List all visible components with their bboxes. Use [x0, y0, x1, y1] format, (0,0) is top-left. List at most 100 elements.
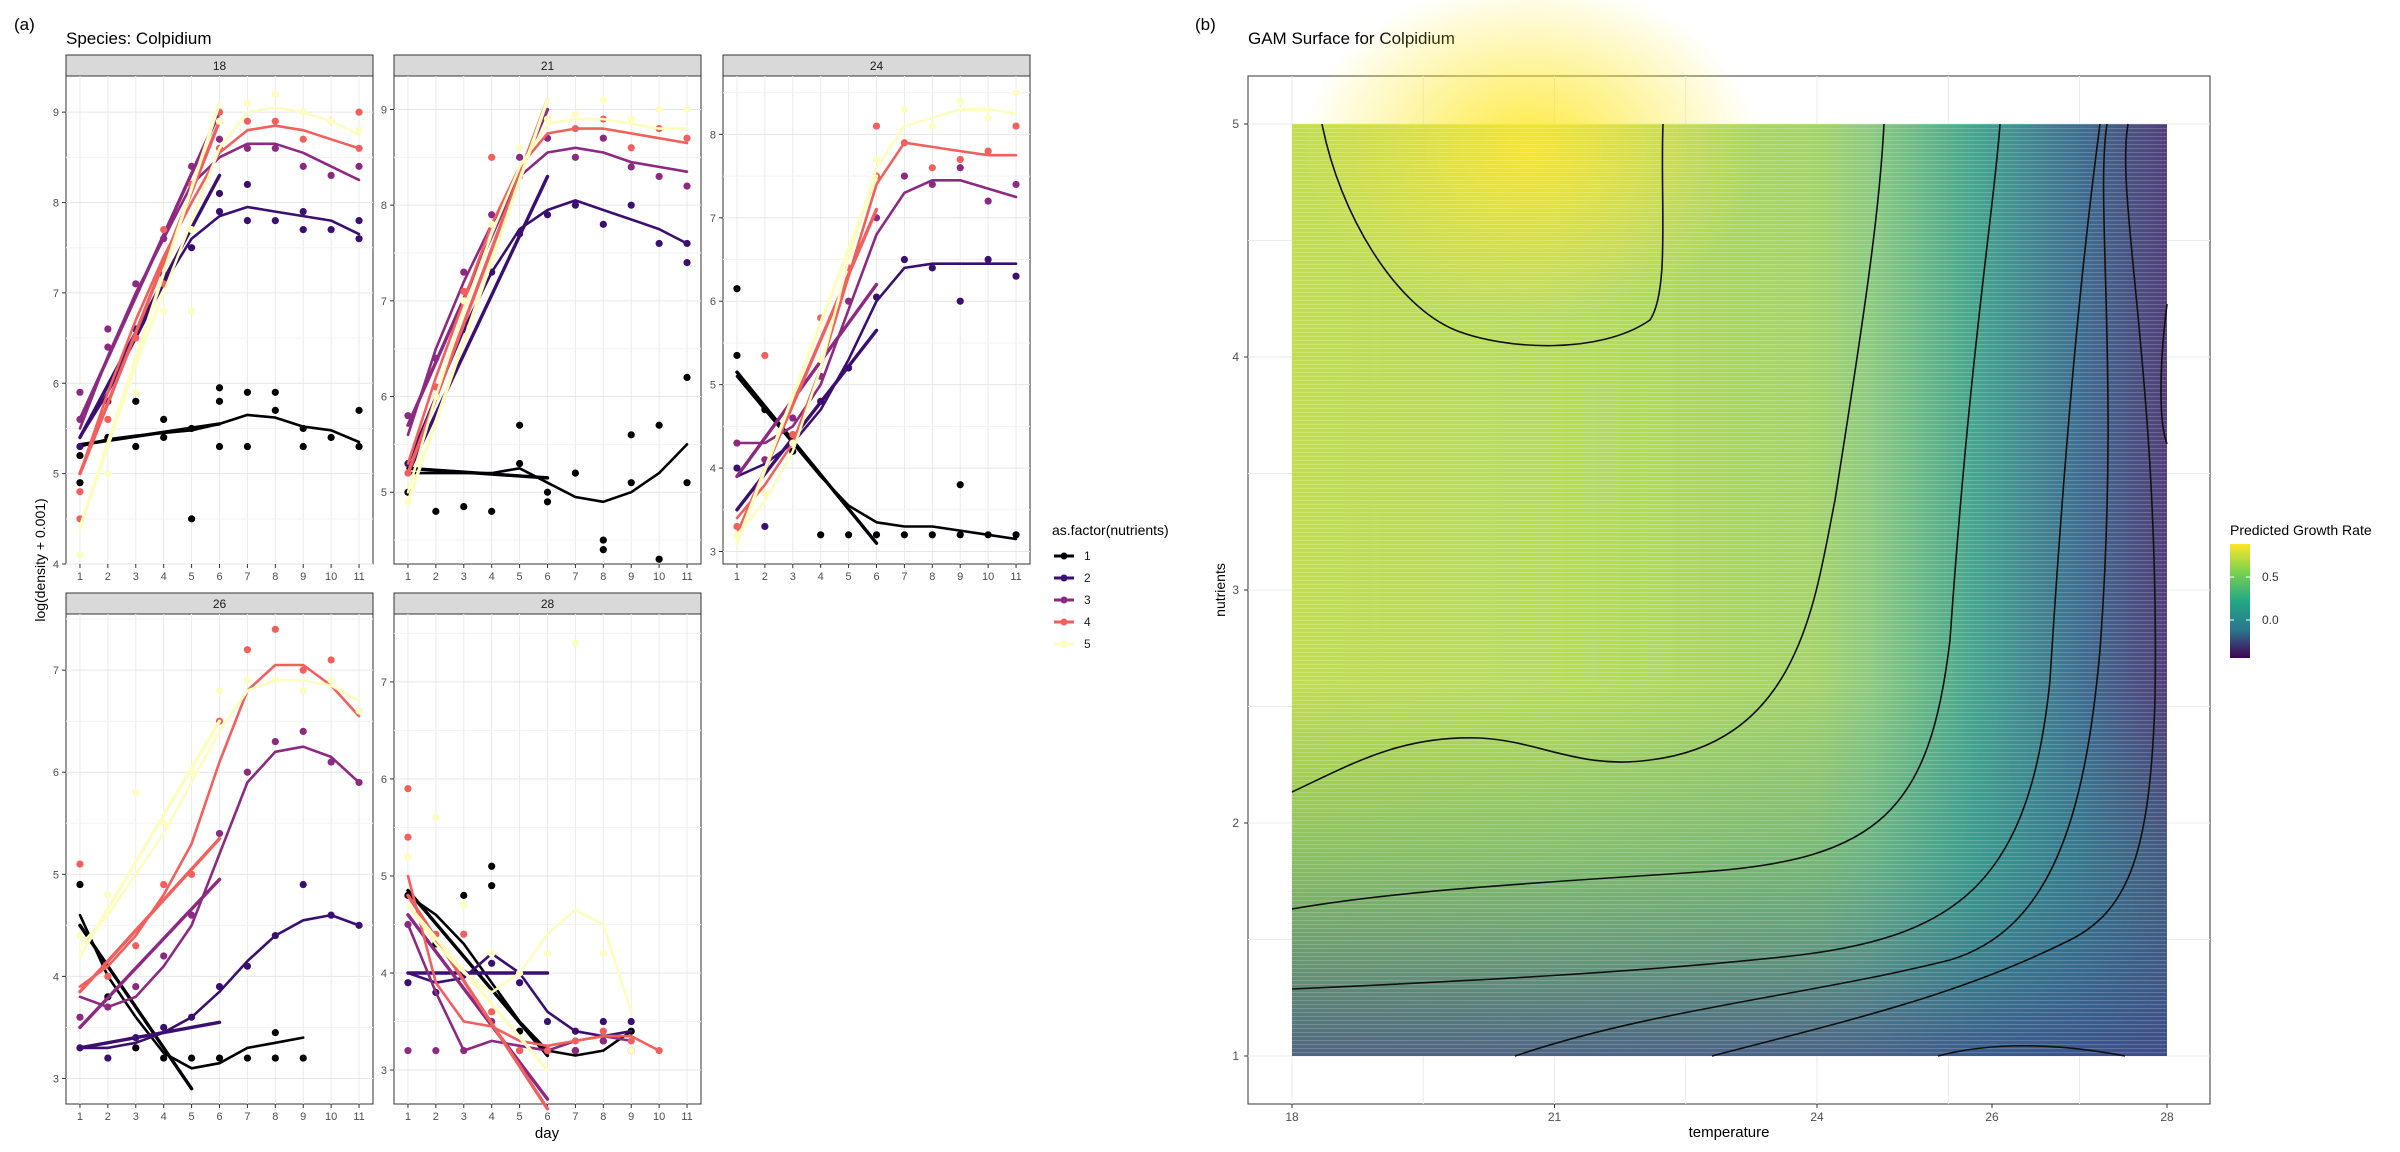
series-3 [733, 164, 1020, 479]
x-tick-label: 2 [105, 571, 111, 583]
data-point [627, 1047, 635, 1055]
data-point [900, 172, 909, 180]
data-point [327, 171, 335, 180]
data-point [683, 479, 691, 487]
data-point [599, 220, 607, 228]
data-point [355, 216, 363, 225]
y-tick-label: 5 [381, 871, 387, 883]
data-point [571, 469, 580, 477]
data-point [271, 1054, 279, 1062]
data-point [243, 442, 252, 451]
series-5 [404, 639, 635, 1072]
data-point [928, 122, 936, 130]
legend-label: 2 [1084, 571, 1091, 585]
data-point [761, 351, 769, 360]
data-point [683, 373, 691, 382]
growth-rate-legend: Predicted Growth Rate 0.5 0.0 [2230, 522, 2372, 658]
growth-legend-tick-label: 0.0 [2262, 613, 2279, 627]
y-tick-label: 5 [53, 469, 59, 481]
data-point [299, 226, 307, 234]
data-point [160, 1023, 168, 1032]
data-point [655, 172, 663, 181]
data-point [928, 531, 936, 539]
linear-fit-line [735, 174, 879, 545]
data-point [488, 882, 496, 890]
data-point [488, 153, 496, 161]
data-point [655, 421, 663, 429]
y-tick-label: 6 [710, 296, 716, 308]
y-tick-label: 7 [710, 213, 716, 225]
series-4 [76, 625, 363, 994]
y-tick-label: 4 [710, 463, 716, 475]
data-point [984, 147, 992, 155]
data-point [1012, 180, 1020, 189]
data-point [432, 814, 440, 822]
x-tick-label: 2 [105, 1111, 111, 1123]
data-point [956, 297, 964, 305]
data-point [355, 235, 363, 243]
linear-fit-line [78, 877, 222, 1030]
data-point [132, 442, 140, 451]
x-tick-label: 4 [489, 571, 495, 583]
data-point [76, 860, 84, 868]
contour-line [2160, 303, 2168, 445]
x-tick-label: 9 [628, 1111, 634, 1123]
linear-fit-line [78, 719, 222, 958]
data-point [543, 1047, 552, 1055]
data-point [76, 442, 84, 451]
y-tick-label: 6 [381, 392, 387, 404]
data-point [515, 144, 524, 152]
data-point [160, 226, 168, 234]
x-tick-label: 10 [653, 1111, 665, 1123]
series-2 [404, 174, 691, 475]
gam-y-label: nutrients [1212, 563, 1228, 617]
data-point [956, 531, 964, 539]
y-tick-label: 9 [53, 107, 59, 119]
data-point [243, 180, 252, 189]
data-point [104, 415, 112, 424]
data-point [215, 135, 224, 143]
linear-fit-line [78, 110, 222, 422]
data-point [104, 891, 112, 899]
data-point [76, 451, 84, 460]
data-point [460, 268, 468, 276]
data-point [243, 388, 252, 396]
x-tick-label: 1 [405, 571, 411, 583]
y-tick-label: 3 [381, 1065, 387, 1077]
loess-line [406, 874, 661, 1052]
data-point [543, 950, 552, 958]
data-point [355, 707, 363, 715]
series-5 [404, 96, 691, 506]
growth-legend-title: Predicted Growth Rate [2230, 522, 2372, 538]
linear-fit-line [406, 466, 550, 480]
facet-26: 26 3 4 5 6 7 1 2 3 4 5 6 7 8 9 10 11 [53, 592, 374, 1123]
contour-line [1937, 1045, 2126, 1057]
linear-fit-line [78, 422, 222, 447]
data-point [571, 639, 580, 647]
y-tick-label: 4 [53, 559, 59, 571]
linear-fit-line [78, 173, 222, 440]
series-3 [76, 727, 363, 1030]
data-point [571, 153, 580, 161]
y-tick-label: 3 [710, 546, 716, 558]
data-point [515, 1047, 524, 1055]
loess-line [735, 108, 1018, 537]
data-point [215, 117, 224, 125]
gam-axes: 18 21 24 26 28 1 2 3 4 5 [1232, 117, 2174, 1124]
data-point [76, 551, 84, 559]
data-point [243, 1054, 252, 1062]
loess-line [406, 117, 689, 494]
y-tick-label: 7 [381, 296, 387, 308]
loess-line [78, 913, 361, 1050]
data-point [956, 97, 964, 105]
data-point [215, 442, 224, 451]
data-point [215, 686, 224, 695]
data-point [515, 153, 524, 161]
y-tick-label: 5 [710, 380, 716, 392]
loess-line [78, 679, 361, 948]
contour-line [1291, 123, 1885, 793]
gam-x-tick-label: 21 [1548, 1110, 1562, 1124]
gam-contours [1291, 123, 2168, 1057]
data-point [761, 489, 769, 497]
